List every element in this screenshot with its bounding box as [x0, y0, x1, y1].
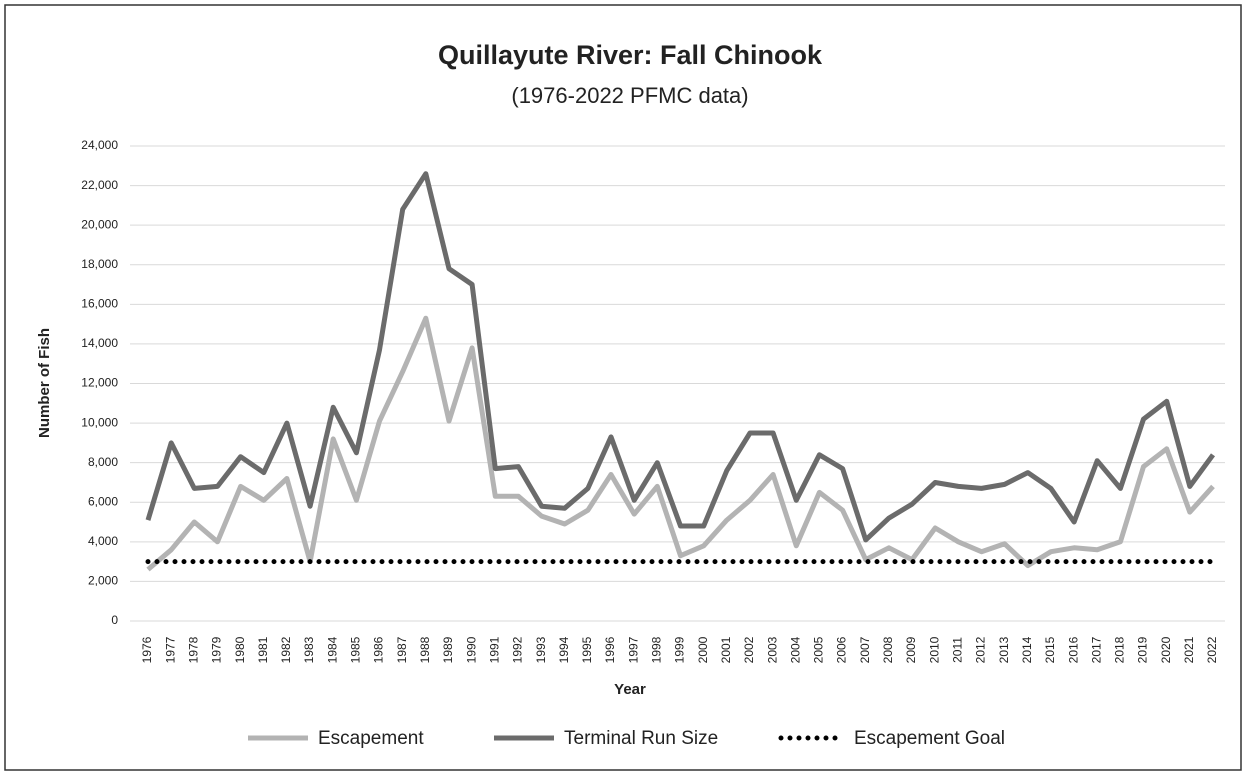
- y-tick-label: 22,000: [81, 178, 118, 192]
- x-tick-label: 1981: [256, 636, 270, 663]
- y-tick-label: 14,000: [81, 336, 118, 350]
- x-tick-label: 2014: [1020, 636, 1034, 663]
- x-tick-label: 2015: [1043, 636, 1057, 663]
- y-tick-label: 18,000: [81, 257, 118, 271]
- x-tick-label: 1982: [279, 636, 293, 663]
- x-tick-label: 2017: [1089, 636, 1103, 663]
- legend-label: Escapement: [318, 728, 424, 749]
- x-tick-label: 2010: [927, 636, 941, 663]
- x-tick-label: 1985: [349, 636, 363, 663]
- y-tick-label: 6,000: [88, 494, 118, 508]
- x-tick-label: 2022: [1205, 636, 1219, 663]
- x-tick-label: 2006: [835, 636, 849, 663]
- x-tick-label: 1986: [372, 636, 386, 663]
- y-tick-label: 24,000: [81, 138, 118, 152]
- x-tick-label: 2012: [974, 636, 988, 663]
- x-tick-label: 1979: [210, 636, 224, 663]
- x-tick-label: 1994: [557, 636, 571, 663]
- x-tick-label: 2009: [904, 636, 918, 663]
- y-tick-label: 2,000: [88, 574, 118, 588]
- y-tick-label: 10,000: [81, 415, 118, 429]
- x-tick-label: 2018: [1113, 636, 1127, 663]
- series-line: [145, 171, 1216, 543]
- y-tick-label: 0: [111, 613, 118, 627]
- y-axis-label: Number of Fish: [36, 328, 53, 438]
- x-tick-label: 2020: [1159, 636, 1173, 663]
- x-tick-label: 1991: [487, 636, 501, 663]
- x-tick-label: 2021: [1182, 636, 1196, 663]
- x-tick-label: 2019: [1136, 636, 1150, 663]
- x-tick-label: 1977: [163, 636, 177, 663]
- x-tick-label: 2001: [719, 636, 733, 663]
- y-tick-label: 16,000: [81, 297, 118, 311]
- series-line: [146, 315, 1215, 572]
- x-tick-label: 1999: [673, 636, 687, 663]
- x-tick-label: 1996: [603, 636, 617, 663]
- x-tick-label: 2008: [881, 636, 895, 663]
- y-tick-label: 20,000: [81, 217, 118, 231]
- x-tick-label: 2002: [742, 636, 756, 663]
- chart-frame: [4, 4, 1242, 771]
- x-tick-label: 1980: [233, 636, 247, 663]
- x-tick-label: 2011: [950, 637, 964, 663]
- x-tick-label: 1989: [441, 636, 455, 663]
- chart-title: Quillayute River: Fall Chinook: [438, 40, 823, 70]
- y-tick-label: 12,000: [81, 376, 118, 390]
- y-tick-label: 8,000: [88, 455, 118, 469]
- x-tick-label: 2005: [812, 636, 826, 663]
- x-tick-label: 1978: [186, 636, 200, 663]
- x-tick-label: 2004: [788, 636, 802, 663]
- x-axis-label: Year: [614, 681, 646, 698]
- x-tick-label: 1992: [511, 636, 525, 663]
- y-tick-label: 4,000: [88, 534, 118, 548]
- x-tick-label: 2007: [858, 636, 872, 663]
- x-tick-label: 2013: [997, 636, 1011, 663]
- x-tick-label: 1983: [302, 636, 316, 663]
- x-tick-label: 1997: [626, 636, 640, 663]
- x-tick-label: 1998: [650, 636, 664, 663]
- x-tick-label: 2016: [1066, 636, 1080, 663]
- legend-label: Escapement Goal: [854, 728, 1005, 749]
- x-tick-label: 1976: [140, 636, 154, 663]
- x-tick-label: 2000: [696, 636, 710, 663]
- x-tick-label: 1984: [325, 636, 339, 663]
- x-tick-label: 1990: [464, 636, 478, 663]
- x-tick-label: 1988: [418, 636, 432, 663]
- legend-label: Terminal Run Size: [564, 728, 718, 749]
- chart-subtitle: (1976-2022 PFMC data): [511, 83, 748, 108]
- x-tick-label: 1993: [534, 636, 548, 663]
- x-tick-label: 1995: [580, 636, 594, 663]
- x-tick-label: 1987: [395, 636, 409, 663]
- x-tick-label: 2003: [765, 636, 779, 663]
